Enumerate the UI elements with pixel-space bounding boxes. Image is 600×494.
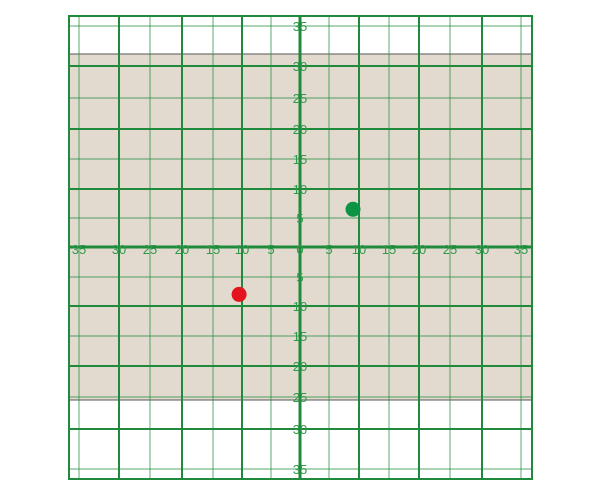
x-tick-label: 30 — [112, 242, 126, 257]
x-tick-label: 5 — [267, 242, 274, 257]
y-tick-label: 20 — [293, 359, 307, 374]
y-tick-label: 15 — [293, 329, 307, 344]
y-tick-label: 5 — [296, 270, 303, 285]
x-tick-label: 20 — [175, 242, 189, 257]
x-tick-label: 5 — [325, 242, 332, 257]
y-tick-label: 25 — [293, 91, 307, 106]
x-tick-label: 10 — [235, 242, 249, 257]
data-point-2 — [231, 286, 247, 302]
x-tick-label: 30 — [475, 242, 489, 257]
x-tick-label: 25 — [443, 242, 457, 257]
data-point-1 — [345, 201, 361, 217]
x-tick-label: 35 — [514, 242, 528, 257]
y-tick-label: 30 — [293, 422, 307, 437]
x-tick-label: 35 — [72, 242, 86, 257]
x-tick-label: 15 — [382, 242, 396, 257]
x-tick-label: 25 — [143, 242, 157, 257]
y-tick-label: 25 — [293, 390, 307, 405]
y-tick-label: 35 — [293, 19, 307, 34]
y-tick-label: 20 — [293, 122, 307, 137]
x-tick-label: 10 — [352, 242, 366, 257]
y-tick-label: 10 — [293, 299, 307, 314]
x-tick-label: 0 — [296, 242, 303, 257]
x-tick-label: 20 — [412, 242, 426, 257]
x-tick-label: 15 — [206, 242, 220, 257]
y-tick-label: 35 — [293, 462, 307, 477]
y-tick-label: 5 — [296, 211, 303, 226]
y-tick-label: 30 — [293, 59, 307, 74]
y-tick-label: 15 — [293, 152, 307, 167]
y-tick-label: 10 — [293, 182, 307, 197]
